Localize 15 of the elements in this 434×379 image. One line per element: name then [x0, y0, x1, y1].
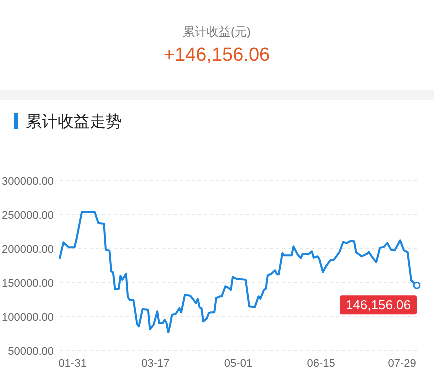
x-tick-label: 05-01: [224, 358, 253, 370]
x-tick-label: 06-15: [307, 358, 336, 370]
text: +146,156.06: [164, 45, 270, 66]
x-tick-label: 01-31: [58, 358, 87, 370]
y-tick-label: 50000.00: [8, 346, 54, 358]
y-tick-label: 150000.00: [2, 278, 54, 290]
x-tick-label: 03-17: [142, 358, 170, 370]
chart-title: 累计收益走势: [26, 113, 122, 131]
x-tick-label: 07-29: [388, 358, 416, 370]
y-tick-label: 200000.00: [2, 244, 54, 256]
annotation: 146,156.06: [346, 298, 412, 313]
text: 累计收益(元): [183, 25, 251, 39]
y-tick-label: 300000.00: [2, 176, 54, 188]
y-tick-label: 100000.00: [2, 312, 54, 324]
y-tick-label: 250000.00: [2, 210, 54, 222]
